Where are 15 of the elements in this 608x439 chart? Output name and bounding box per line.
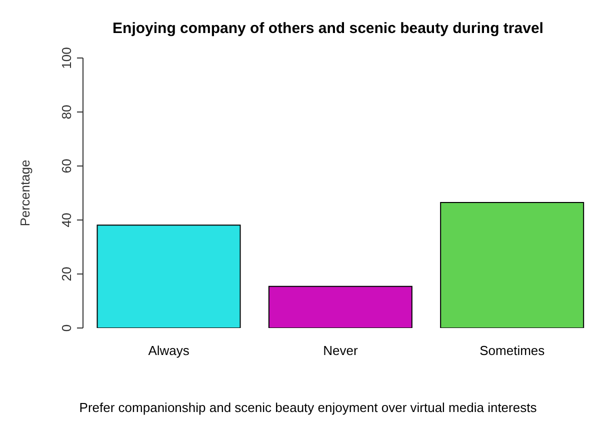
bar — [268, 286, 412, 328]
y-tick-label: 100 — [59, 47, 74, 69]
x-tick-label: Never — [323, 343, 359, 358]
y-tick-label: 0 — [59, 324, 74, 332]
bar — [96, 224, 241, 328]
y-tick-label: 60 — [59, 158, 74, 174]
y-axis-title: Percentage — [18, 160, 33, 226]
x-tick-label: Sometimes — [480, 343, 546, 358]
y-tick-label: 40 — [59, 212, 74, 228]
chart-title: Enjoying company of others and scenic beauty during travel — [112, 20, 544, 37]
x-axis-title: Prefer companionship and scenic beauty enjoyment over virtual media interests — [78, 400, 538, 415]
x-tick-label: Always — [148, 343, 190, 358]
y-tick-label: 80 — [59, 104, 74, 120]
bar — [440, 202, 584, 328]
y-tick-label: 20 — [59, 266, 74, 282]
